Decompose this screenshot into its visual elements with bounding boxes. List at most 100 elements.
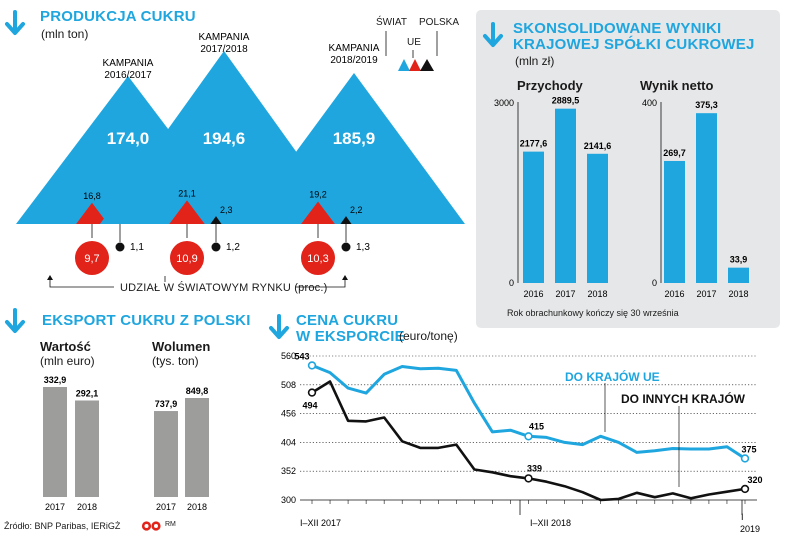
eu-triangle — [301, 201, 335, 224]
poland-triangle — [210, 216, 222, 224]
data-point-label: 339 — [527, 463, 542, 473]
legend-eu: UE — [407, 37, 421, 48]
poland-share-dot — [211, 242, 221, 252]
arrow-down-icon — [5, 308, 25, 333]
campaign-label: 2018/2019 — [330, 55, 378, 66]
legend-world: ŚWIAT — [376, 17, 407, 28]
bar — [75, 400, 99, 497]
bracket-arrow — [342, 275, 348, 280]
y-tick-label: 3000 — [494, 98, 514, 108]
price-unit: (euro/tonę) — [399, 329, 458, 343]
eu-share-circle — [75, 241, 109, 275]
data-point-marker — [740, 484, 750, 494]
data-point-label: 415 — [529, 421, 544, 431]
campaign-label: KAMPANIA — [329, 43, 380, 54]
data-point-label: 543 — [294, 351, 309, 361]
export-title: EKSPORT CUKRU Z POLSKI — [42, 312, 251, 329]
x-period-label: 2019 — [740, 524, 760, 534]
world-value: 185,9 — [333, 129, 376, 148]
bar — [154, 411, 178, 497]
bar-value-label: 33,9 — [730, 255, 748, 265]
bar — [555, 108, 576, 283]
y-tick-label: 404 — [281, 437, 296, 447]
arrow-down-icon — [5, 10, 25, 35]
campaign-label: 2017/2018 — [200, 44, 248, 55]
bar — [523, 151, 544, 283]
y-tick-label: 508 — [281, 380, 296, 390]
data-point-label: 320 — [747, 475, 762, 485]
data-point-label: 494 — [302, 401, 317, 411]
poland-share-value: 1,1 — [130, 242, 144, 253]
finance-note: Rok obrachunkowy kończy się 30 września — [507, 308, 679, 318]
y-tick-label: 560 — [281, 351, 296, 361]
profit-title: Wynik netto — [640, 78, 714, 93]
poland-share-value: 1,2 — [226, 242, 240, 253]
series-label-other: DO INNYCH KRAJÓW — [621, 392, 746, 406]
y-tick-label: 352 — [281, 466, 296, 476]
data-point-marker — [524, 432, 533, 441]
bar — [587, 153, 608, 283]
bar-value-label: 375,3 — [695, 100, 718, 110]
bar-value-label: 849,8 — [186, 386, 209, 396]
x-tick-label: 2018 — [187, 502, 207, 512]
eu-value: 21,1 — [178, 188, 196, 198]
bar — [728, 267, 749, 283]
bar — [185, 398, 209, 497]
bar-value-label: 737,9 — [155, 399, 178, 409]
x-tick-label: 2017 — [696, 289, 716, 299]
world-value: 194,6 — [203, 129, 246, 148]
x-tick-label: 2018 — [587, 289, 607, 299]
bracket-arrow — [47, 275, 53, 280]
finance-unit: (mln zł) — [515, 54, 555, 68]
x-tick-label: 2017 — [156, 502, 176, 512]
eu-share-value: 10,9 — [176, 253, 197, 265]
logo-icon — [141, 521, 161, 531]
x-tick-label: 2018 — [728, 289, 748, 299]
bar-value-label: 269,7 — [663, 148, 686, 158]
poland-value: 2,2 — [350, 205, 363, 215]
eu-share-value: 10,3 — [307, 253, 328, 265]
bar-value-label: 2141,6 — [584, 141, 612, 151]
bar-value-label: 332,9 — [44, 375, 67, 385]
poland-share-value: 1,3 — [356, 242, 370, 253]
x-tick-label: 2016 — [523, 289, 543, 299]
y-tick-label: 400 — [642, 98, 657, 108]
eu-triangle — [169, 200, 205, 224]
y-tick-label: 456 — [281, 409, 296, 419]
export-value-unit: (mln euro) — [40, 354, 95, 368]
bar-value-label: 2177,6 — [520, 139, 548, 149]
bar — [664, 160, 685, 283]
logo-text: RM — [165, 521, 176, 528]
x-period-label: I — [741, 512, 744, 522]
finance-title-2: KRAJOWEJ SPÓŁKI CUKROWEJ — [513, 36, 755, 53]
campaign-label: KAMPANIA — [199, 32, 250, 43]
arrow-down-icon — [269, 314, 289, 339]
eu-share-circle — [170, 241, 204, 275]
series-line — [311, 364, 746, 460]
export-value-label: Wartość — [40, 339, 91, 354]
world-triangle — [243, 73, 465, 224]
export-volume-label: Wolumen — [152, 339, 211, 354]
price-title-1: CENA CUKRU — [296, 312, 399, 329]
campaign-label: 2016/2017 — [104, 70, 152, 81]
data-point-marker — [307, 361, 317, 370]
poland-share-dot — [115, 242, 125, 252]
bar-value-label: 2889,5 — [552, 96, 580, 106]
eu-value: 19,2 — [309, 189, 327, 199]
x-tick-label: 2018 — [77, 502, 97, 512]
poland-share-dot — [341, 242, 351, 252]
data-point-marker — [740, 454, 750, 463]
y-tick-label: 0 — [509, 278, 514, 288]
world-value: 174,0 — [107, 129, 150, 148]
poland-value: 2,3 — [220, 205, 233, 215]
campaign-label: KAMPANIA — [103, 58, 154, 69]
eu-value: 16,8 — [83, 191, 101, 201]
bar — [43, 387, 67, 497]
data-point-marker — [307, 388, 317, 397]
data-point-marker — [524, 474, 533, 483]
bar — [696, 113, 717, 283]
y-tick-label: 0 — [652, 278, 657, 288]
x-tick-label: 2017 — [555, 289, 575, 299]
